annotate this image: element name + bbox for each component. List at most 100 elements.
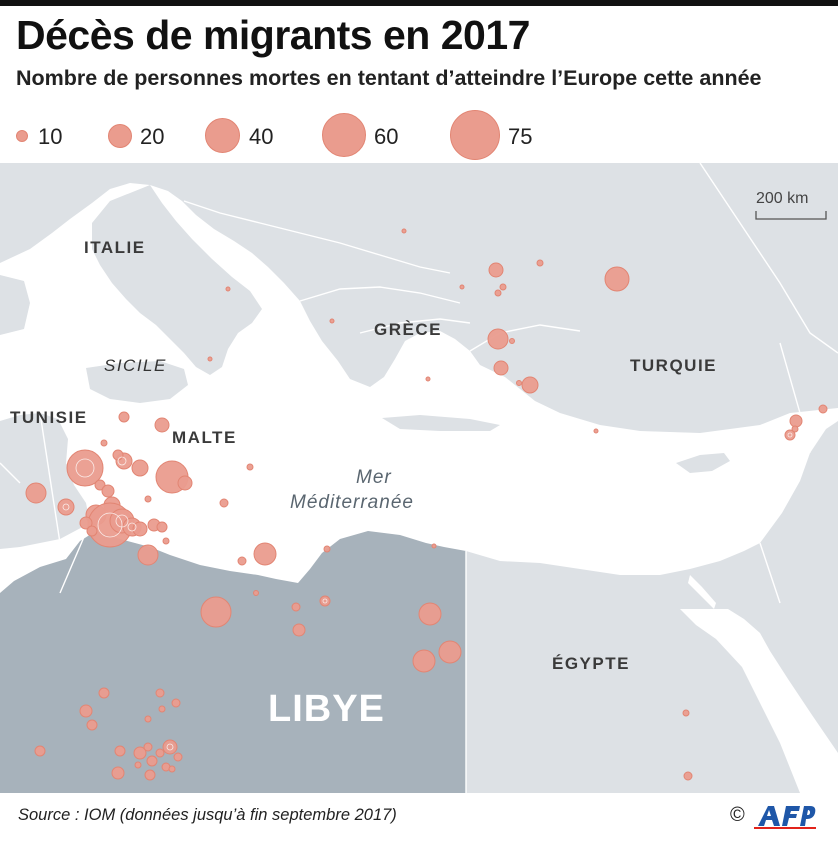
bubble	[144, 715, 152, 723]
bubble	[237, 556, 247, 566]
bubble	[818, 404, 828, 414]
bubble	[219, 498, 229, 508]
bubble	[158, 705, 166, 713]
bubble	[319, 595, 331, 607]
bubble	[784, 429, 796, 441]
land-egypt	[466, 421, 838, 793]
bubble	[100, 439, 108, 447]
bubble	[143, 742, 153, 752]
legend-dot-75	[450, 110, 500, 160]
scale-bar: 200 km	[755, 190, 827, 220]
bubble	[418, 602, 442, 626]
copyright-symbol: ©	[730, 804, 745, 826]
bubble	[171, 698, 181, 708]
bubble	[173, 752, 183, 762]
label-egypt: ÉGYPTE	[552, 654, 630, 673]
land-sicily	[86, 361, 188, 403]
death-bubbles	[25, 228, 828, 781]
bubble	[425, 376, 431, 382]
bubble	[25, 482, 47, 504]
legend-dot-20	[108, 124, 132, 148]
bubble	[118, 411, 130, 423]
bubble	[494, 289, 502, 297]
label-greece: GRÈCE	[374, 320, 442, 339]
size-legend: 10 20 40 60 75	[0, 110, 838, 160]
land-cyprus	[676, 453, 730, 473]
bubble	[156, 521, 168, 533]
bubble	[155, 688, 165, 698]
bubble	[791, 425, 799, 433]
source-note: Source : IOM (données jusqu’à fin septem…	[18, 806, 397, 824]
bubble	[604, 266, 630, 292]
bubble	[789, 414, 803, 428]
bubble	[536, 259, 544, 267]
bubble	[57, 498, 75, 516]
bubble	[253, 590, 259, 596]
land-libya	[0, 531, 466, 793]
bubble	[488, 262, 504, 278]
bubble	[493, 360, 509, 376]
bubble	[499, 283, 507, 291]
bubble	[168, 765, 176, 773]
bubble	[329, 318, 335, 324]
credit: ©	[730, 800, 830, 834]
bubble	[154, 417, 170, 433]
bubble	[401, 228, 407, 234]
bubble	[66, 449, 104, 487]
bubble	[459, 284, 465, 290]
bubble	[521, 376, 539, 394]
land-crete	[382, 415, 500, 431]
bubble	[86, 525, 98, 537]
bubble	[207, 356, 213, 362]
bubble	[144, 495, 152, 503]
label-sea-line1: Mer	[356, 467, 392, 488]
bubble	[133, 746, 147, 760]
bubble	[292, 623, 306, 637]
legend-dot-10	[16, 130, 28, 142]
label-libya: LIBYE	[268, 688, 385, 730]
bubble	[431, 543, 437, 549]
bubble	[177, 475, 193, 491]
legend-label-20: 20	[140, 124, 165, 149]
bubble	[682, 709, 690, 717]
label-sea-line2: Méditerranée	[290, 492, 414, 513]
bubble	[291, 602, 301, 612]
page-subtitle: Nombre de personnes mortes en tentant d’…	[16, 66, 762, 90]
bubble	[487, 328, 509, 350]
land-italy	[92, 185, 262, 375]
label-italy: ITALIE	[84, 238, 146, 257]
bubble	[200, 596, 232, 628]
page-title: Décès de migrants en 2017	[16, 12, 530, 58]
bubble	[162, 739, 178, 755]
bubble	[683, 771, 693, 781]
bubble	[134, 761, 142, 769]
bubble	[137, 544, 159, 566]
bubble	[162, 537, 170, 545]
land-north	[0, 163, 838, 433]
bubble	[98, 687, 110, 699]
bubble	[246, 463, 254, 471]
bubble	[94, 479, 106, 491]
bubble	[155, 748, 165, 758]
bubble	[101, 484, 115, 498]
map-svg: 200 km ITALIE GRÈCE TURQUIE TUNISIE MALT…	[0, 163, 838, 793]
bubble	[412, 649, 436, 673]
bubble	[146, 755, 158, 767]
scale-label: 200 km	[756, 190, 808, 207]
bubble	[131, 459, 149, 477]
bubble	[79, 704, 93, 718]
bubble	[516, 380, 522, 386]
bubble	[86, 719, 98, 731]
legend-label-40: 40	[249, 124, 274, 149]
bubble	[132, 521, 148, 537]
label-malta: MALTE	[172, 428, 237, 447]
bubble	[112, 449, 124, 461]
red-sea	[680, 609, 838, 793]
legend-label-60: 60	[374, 124, 399, 149]
afp-logo	[754, 806, 816, 829]
bubble	[34, 745, 46, 757]
bubble	[438, 640, 462, 664]
bubble-rings	[62, 432, 793, 751]
legend-label-10: 10	[38, 124, 63, 149]
bubble	[79, 516, 93, 530]
